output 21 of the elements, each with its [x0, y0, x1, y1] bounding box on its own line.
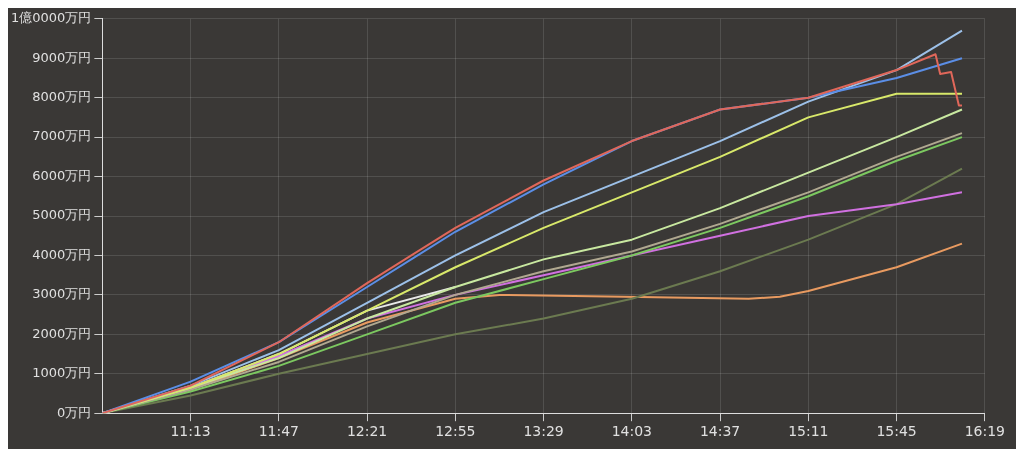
- y-tick-label: 8000万円: [32, 89, 92, 105]
- x-tick-label: 15:11: [788, 423, 829, 440]
- y-tick-label: 4000万円: [32, 246, 92, 262]
- y-tick-label: 9000万円: [32, 49, 92, 65]
- x-tick-label: 14:03: [611, 423, 653, 440]
- y-tick-label: 7000万円: [32, 128, 92, 144]
- y-tick-label: 5000万円: [32, 207, 92, 223]
- y-tick-label: 3000万円: [32, 286, 92, 302]
- y-tick-label: 0万円: [57, 404, 92, 420]
- x-tick-label: 15:45: [876, 423, 917, 440]
- x-tick-label: 12:21: [346, 423, 388, 440]
- y-tick-label: 6000万円: [32, 167, 92, 183]
- x-tick-label: 11:47: [258, 423, 300, 440]
- y-tick-label: 2000万円: [32, 325, 92, 341]
- x-tick-label: 14:37: [699, 423, 741, 440]
- y-tick-label: 1億0000万円: [11, 10, 92, 26]
- x-tick-label: 11:13: [170, 423, 211, 440]
- x-tick-label: 12:55: [435, 423, 476, 440]
- x-tick-label: 13:29: [523, 423, 564, 440]
- x-tick-label: 16:19: [964, 423, 1006, 440]
- y-tick-label: 1000万円: [32, 365, 92, 381]
